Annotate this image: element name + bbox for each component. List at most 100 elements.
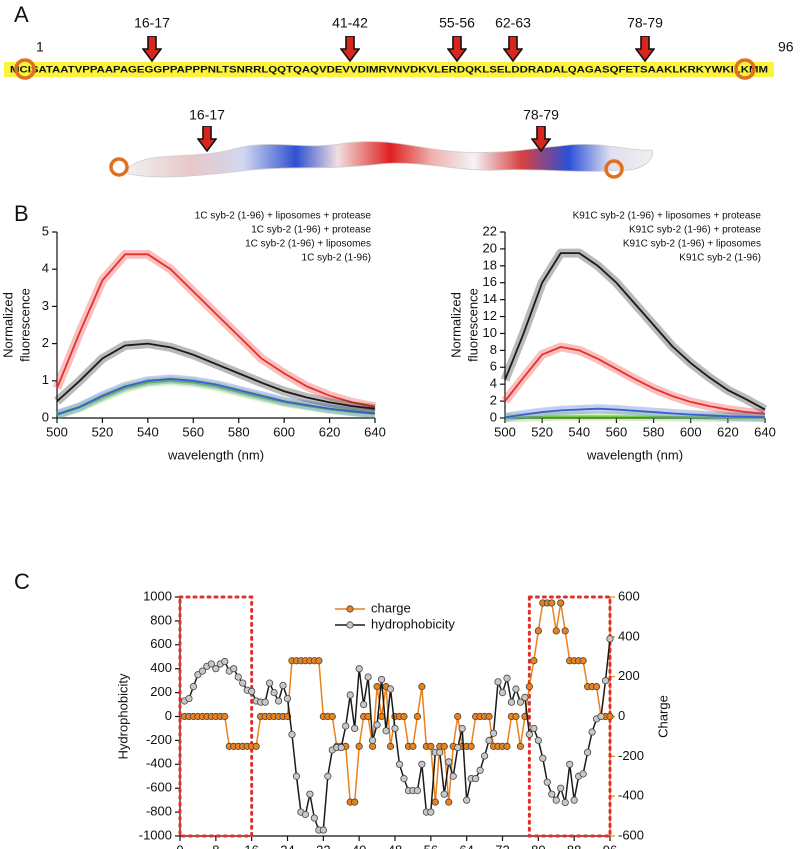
y2-axis-label: Charge [655,695,670,738]
point [552,796,560,804]
point [360,700,368,709]
point [516,698,525,706]
point [306,790,314,798]
panel-label: B [14,201,29,226]
y-tick-label: -400 [146,756,172,771]
point [436,748,444,756]
point [319,826,327,834]
point [413,712,421,721]
point [552,627,560,635]
point [516,742,525,750]
point [592,683,601,691]
x-tick-label: 8 [212,842,219,849]
point [248,687,256,696]
point [561,798,569,807]
x-tick-label: 560 [606,424,628,439]
site-circle [14,58,36,80]
x-tick-label: 640 [754,424,776,439]
point [507,698,516,706]
point [265,679,274,687]
y-tick-label: 10 [483,325,497,340]
point [382,727,390,735]
cleavage-arrow [447,36,467,62]
site-label: 78-79 [523,107,559,123]
point [548,790,556,798]
x-tick-label: 64 [459,842,473,849]
error-band [500,248,768,414]
site-label: 41-42 [332,15,368,31]
x-tick-label: 620 [717,424,739,439]
point [342,722,350,730]
point [503,742,511,750]
cleavage-arrow [503,36,523,62]
x-tick-label: 540 [568,424,590,439]
point [566,760,574,768]
x-tick-label: 620 [319,424,341,439]
point [355,742,363,750]
point [386,685,395,693]
point [221,657,229,666]
y-tick-label: 200 [150,684,172,699]
legend-marker [346,621,354,629]
y-tick-label: 3 [42,298,49,313]
point [373,683,381,691]
point [445,758,453,766]
point [579,770,587,778]
panel-label: A [14,2,29,27]
x-tick-label: 48 [388,842,402,849]
x-tick-label: 540 [137,424,159,439]
y-tick-label: 4 [42,261,49,276]
point [301,810,310,819]
x-tick-label: 0 [176,842,183,849]
y-tick-label: 0 [490,409,497,424]
point [377,675,386,684]
highlight-region [527,595,612,838]
x-tick-label: 32 [316,842,330,849]
point [373,721,381,729]
x-tick-label: 24 [280,842,294,849]
y-tick-label: 800 [150,612,172,627]
site-label: 16-17 [189,107,225,123]
series-line [56,378,376,416]
point [324,772,332,780]
point [413,786,421,795]
point [400,775,408,783]
panel-label: C [14,569,30,594]
y-tick-label: 2 [42,335,49,350]
point [557,784,565,792]
series-line [504,407,766,419]
y-tick-label: 0 [165,708,172,723]
y-tick-label: 22 [483,223,497,238]
x-tick-label: 80 [531,842,545,849]
y-tick-label: 12 [483,308,497,323]
y-tick-label: -200 [146,732,172,747]
x-tick-label: 580 [643,424,665,439]
x-axis-label: wavelength (nm) [586,447,683,462]
point [409,742,417,750]
site-label: 55-56 [439,15,475,31]
y-tick-label: -600 [146,780,172,795]
point [337,743,345,752]
x-tick-label: 640 [364,424,386,439]
x-tick-label: 580 [228,424,250,439]
y2-tick-label: -400 [618,788,644,803]
x-tick-label: 560 [182,424,204,439]
point [310,814,318,822]
y-tick-label: 400 [150,660,172,675]
y-tick-label: 0 [42,409,49,424]
point [445,798,453,806]
point [377,712,386,721]
y-tick-label: 18 [483,257,497,272]
point [252,742,260,750]
y2-tick-label: -200 [618,748,644,763]
cleavage-arrow [142,36,162,62]
point [476,766,484,774]
series-line [184,638,611,831]
point [283,694,292,703]
point [355,665,363,673]
point [579,657,587,665]
legend-entry: charge [371,600,411,615]
y2-tick-label: 600 [618,588,640,603]
x-tick-label: 520 [531,424,553,439]
legend-marker [346,605,354,613]
